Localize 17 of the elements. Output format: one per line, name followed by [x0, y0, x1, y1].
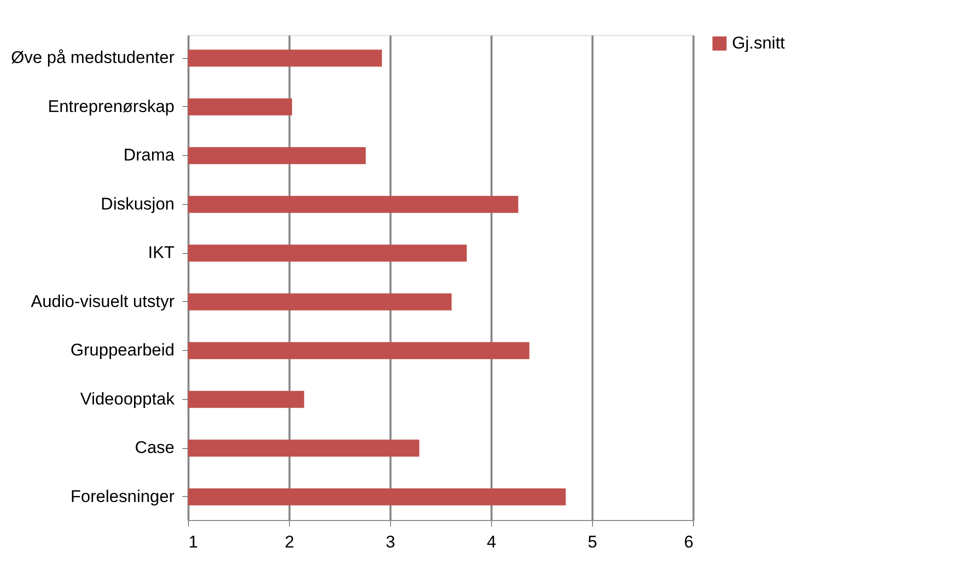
x-tick-label: 1	[188, 532, 198, 552]
y-tick-label: Forelesninger	[70, 486, 175, 506]
legend-label: Gj.snitt	[732, 34, 786, 52]
y-tick-label: IKT	[148, 243, 174, 262]
x-tick-label: 2	[284, 532, 294, 552]
y-tick-label: Diskusjon	[100, 194, 174, 214]
y-tick-label: Gruppearbeid	[70, 340, 174, 360]
y-tick-label: Drama	[123, 146, 176, 165]
x-tick-label: 3	[386, 532, 396, 552]
y-tick-label: Entreprenørskap	[48, 96, 174, 116]
y-tick-label: Case	[134, 438, 174, 458]
y-tick-label: Videoopptak	[80, 389, 175, 408]
x-tick-label: 4	[486, 532, 496, 552]
y-tick-label: Audio-visuelt utstyr	[30, 292, 175, 311]
y-tick-label: Øve på medstudenter	[11, 48, 175, 68]
x-tick-label: 5	[588, 532, 598, 552]
x-tick-label: 6	[684, 532, 694, 552]
